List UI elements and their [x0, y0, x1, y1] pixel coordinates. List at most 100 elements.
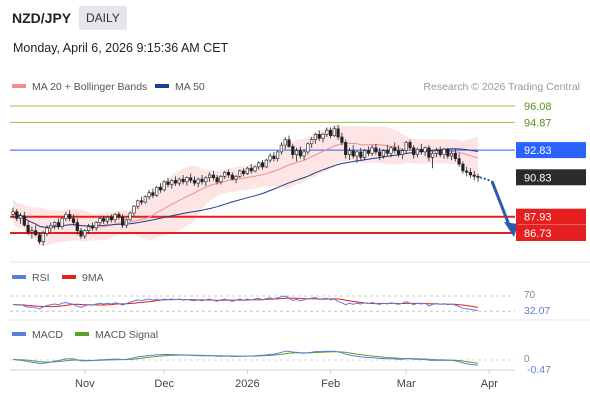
candle [283, 137, 287, 150]
forecast-arrow [479, 176, 518, 237]
candle [132, 204, 136, 216]
timeframe-badge[interactable]: DAILY [79, 6, 127, 30]
candle-body [64, 214, 68, 219]
candle-body [325, 129, 329, 135]
candle-body [272, 155, 276, 160]
candle-body [430, 153, 435, 158]
candle [158, 183, 163, 193]
candle-body [219, 176, 223, 183]
x-tick-label: Mar [397, 378, 416, 390]
macd-panel [10, 350, 515, 366]
candle-body [389, 147, 393, 154]
candle [268, 153, 272, 163]
candle [26, 221, 30, 235]
level-label-94.87: 94.87 [524, 117, 552, 129]
candle-body [223, 172, 227, 177]
candle [143, 195, 147, 204]
candle [389, 146, 393, 158]
candle-body [476, 176, 480, 178]
candle-body [317, 134, 321, 139]
candle [90, 222, 94, 231]
candle-body [37, 234, 42, 242]
candles [11, 124, 480, 246]
candle [400, 149, 405, 159]
candle-body [275, 151, 280, 159]
candle [155, 185, 159, 197]
candle [30, 226, 34, 239]
candle [253, 165, 257, 173]
candle [139, 196, 144, 205]
candle-body [434, 150, 439, 154]
candle-body [257, 162, 261, 168]
level-tag-text-92.83: 92.83 [524, 145, 552, 157]
candle [476, 173, 480, 182]
legend-macd-signal-label: MACD Signal [95, 329, 158, 341]
candle-body [139, 200, 144, 203]
rsi-line [12, 295, 479, 311]
candle-body [204, 177, 208, 183]
candle [442, 147, 446, 159]
candle [60, 217, 64, 230]
candle [177, 177, 181, 186]
candle [449, 150, 454, 161]
candle-body [306, 143, 310, 153]
candle [423, 146, 427, 156]
candle-body [472, 174, 476, 177]
candle-body [109, 216, 113, 221]
candle-body [362, 150, 367, 158]
candle-body [170, 180, 174, 185]
candle-body [230, 174, 234, 180]
candle-body [385, 150, 389, 154]
candle-body [15, 211, 19, 219]
legend-macd-swatch [12, 332, 26, 336]
candle [472, 170, 476, 181]
candle-body [396, 150, 401, 156]
candle [151, 188, 155, 199]
candle-body [408, 142, 412, 149]
candle-body [366, 150, 371, 154]
candle [294, 147, 299, 162]
candle [185, 176, 189, 186]
candle-body [192, 180, 197, 184]
candle-body [453, 153, 457, 160]
copyright-label: Research © 2026 Trading Central [423, 81, 580, 93]
candle [117, 211, 121, 220]
candle [18, 213, 23, 224]
candle-body [374, 147, 378, 153]
candle-body [427, 147, 431, 158]
candle-body [128, 212, 132, 221]
candle-body [355, 151, 359, 157]
candle [128, 211, 132, 222]
legend-rsi-label: RSI [32, 272, 50, 284]
candle-body [79, 230, 83, 237]
candle [211, 170, 216, 181]
candle [381, 149, 386, 159]
candle [461, 161, 465, 174]
candle-body [18, 215, 23, 219]
candle [41, 230, 45, 246]
forecast-line [490, 180, 513, 231]
bollinger-fill [13, 125, 478, 246]
candle-body [404, 142, 408, 151]
candle-body [113, 214, 117, 221]
level-lines [10, 105, 515, 234]
candle [412, 145, 416, 159]
candle [415, 147, 420, 158]
candle [359, 147, 363, 161]
candle-body [321, 134, 325, 139]
candle-body [344, 142, 348, 155]
candle-body [294, 150, 299, 156]
candle [87, 223, 91, 234]
candle-body [347, 150, 352, 156]
candle-body [393, 147, 397, 151]
candle-body [298, 150, 302, 157]
candle-body [336, 128, 340, 138]
level-tag-90.83 [516, 169, 586, 186]
candle-body [268, 155, 272, 161]
candle [170, 179, 174, 189]
candle [275, 150, 280, 162]
candle-body [412, 147, 416, 155]
candle-body [60, 218, 64, 227]
candle-body [449, 153, 454, 157]
